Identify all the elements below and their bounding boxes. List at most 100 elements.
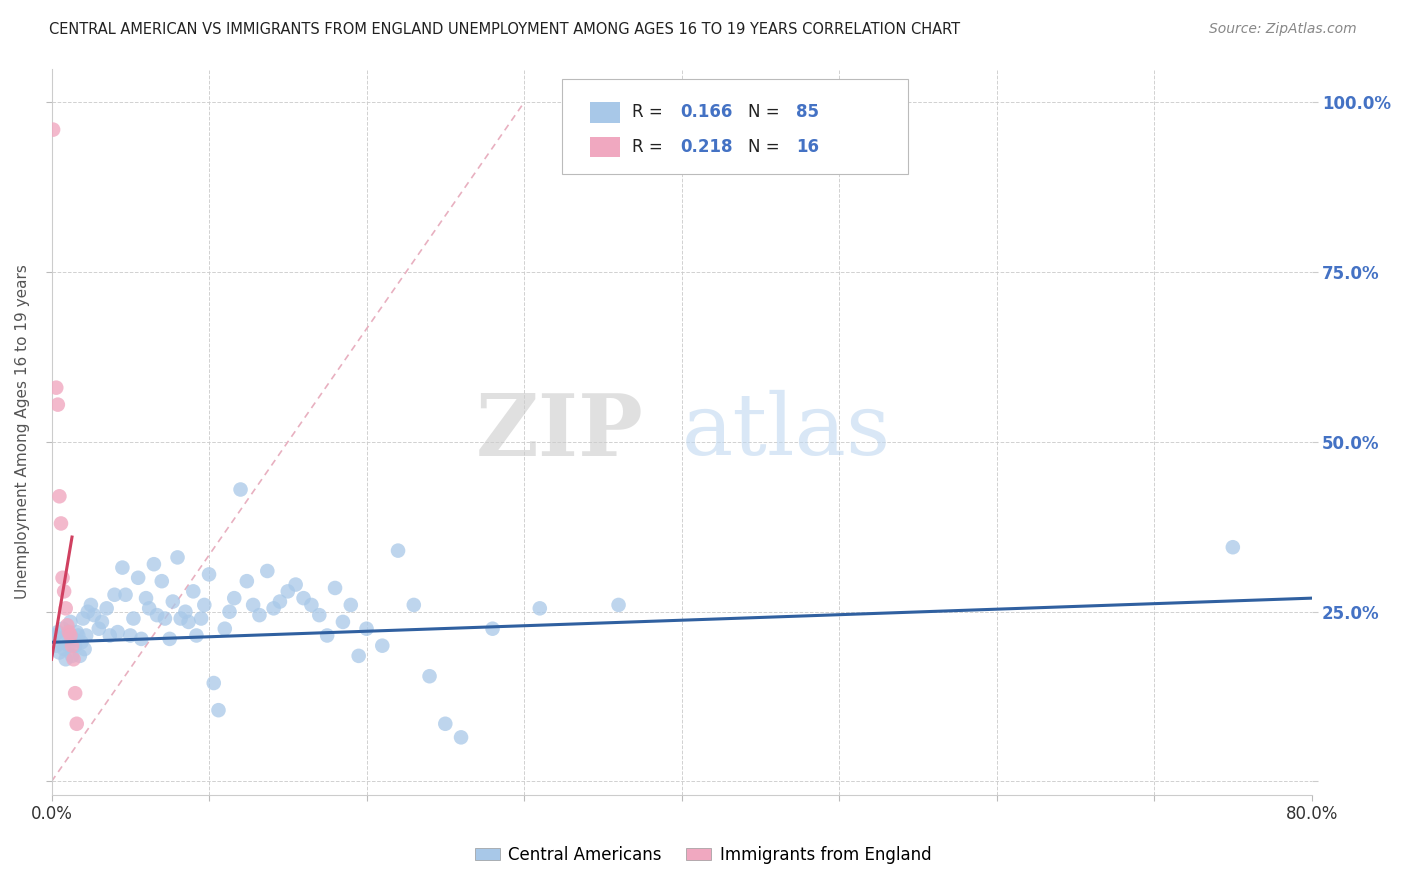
Point	[419, 669, 441, 683]
Point	[308, 608, 330, 623]
Point	[347, 648, 370, 663]
Text: 0.166: 0.166	[681, 103, 733, 121]
Point	[46, 625, 69, 640]
Point	[229, 483, 252, 497]
Point	[73, 642, 96, 657]
Point	[292, 591, 315, 606]
Point	[198, 567, 221, 582]
Point	[434, 716, 457, 731]
Point	[60, 639, 83, 653]
Point	[299, 598, 322, 612]
Point	[56, 618, 79, 632]
Point	[316, 628, 339, 642]
Point	[207, 703, 229, 717]
Point	[218, 605, 240, 619]
Point	[87, 622, 110, 636]
Point	[63, 686, 86, 700]
Point	[529, 601, 551, 615]
Point	[70, 635, 93, 649]
Point	[249, 608, 271, 623]
Point	[55, 601, 77, 615]
Point	[481, 622, 503, 636]
Point	[72, 611, 94, 625]
Point	[120, 628, 142, 642]
Text: R =: R =	[633, 138, 668, 156]
Point	[42, 122, 65, 136]
Point	[46, 398, 69, 412]
Text: R =: R =	[633, 103, 668, 121]
Text: Source: ZipAtlas.com: Source: ZipAtlas.com	[1209, 22, 1357, 37]
Text: ZIP: ZIP	[477, 390, 644, 474]
Point	[62, 652, 84, 666]
Point	[202, 676, 225, 690]
Point	[98, 628, 121, 642]
FancyBboxPatch shape	[589, 136, 620, 157]
Point	[127, 571, 149, 585]
Point	[75, 628, 97, 642]
Point	[45, 381, 67, 395]
Text: 16: 16	[796, 138, 820, 156]
Text: atlas: atlas	[682, 390, 890, 474]
Point	[48, 645, 70, 659]
Point	[48, 489, 70, 503]
Point	[45, 639, 67, 653]
Point	[181, 584, 204, 599]
Point	[339, 598, 361, 612]
Point	[174, 605, 197, 619]
Point	[76, 605, 98, 619]
Point	[607, 598, 630, 612]
Point	[277, 584, 299, 599]
Text: 85: 85	[796, 103, 820, 121]
Point	[67, 628, 90, 642]
Point	[284, 577, 307, 591]
Point	[263, 601, 285, 615]
Point	[90, 615, 112, 629]
Point	[58, 639, 80, 653]
Point	[122, 611, 145, 625]
Point	[60, 648, 83, 663]
Point	[80, 598, 103, 612]
Point	[53, 642, 76, 657]
Point	[332, 615, 354, 629]
Point	[402, 598, 425, 612]
Point	[190, 611, 212, 625]
Point	[224, 591, 246, 606]
Point	[69, 648, 91, 663]
Point	[66, 716, 89, 731]
Text: 0.218: 0.218	[681, 138, 733, 156]
Point	[83, 608, 105, 623]
Point	[269, 594, 291, 608]
Point	[107, 625, 129, 640]
Point	[44, 628, 66, 642]
Point	[186, 628, 208, 642]
Point	[103, 588, 125, 602]
Point	[58, 625, 80, 640]
Point	[59, 628, 82, 642]
Point	[387, 543, 409, 558]
Point	[153, 611, 176, 625]
Point	[166, 550, 188, 565]
Point	[96, 601, 118, 615]
Point	[135, 591, 157, 606]
Point	[51, 622, 73, 636]
Point	[59, 615, 82, 629]
Point	[242, 598, 264, 612]
Point	[51, 571, 73, 585]
Point	[256, 564, 278, 578]
Legend: Central Americans, Immigrants from England: Central Americans, Immigrants from Engla…	[468, 839, 938, 871]
Point	[131, 632, 153, 646]
Text: N =: N =	[748, 138, 785, 156]
Point	[193, 598, 215, 612]
FancyBboxPatch shape	[589, 103, 620, 122]
Point	[53, 584, 76, 599]
Y-axis label: Unemployment Among Ages 16 to 19 years: Unemployment Among Ages 16 to 19 years	[15, 264, 30, 599]
Point	[236, 574, 259, 589]
Point	[56, 628, 79, 642]
Point	[371, 639, 394, 653]
Point	[62, 632, 84, 646]
Point	[177, 615, 200, 629]
Text: CENTRAL AMERICAN VS IMMIGRANTS FROM ENGLAND UNEMPLOYMENT AMONG AGES 16 TO 19 YEA: CENTRAL AMERICAN VS IMMIGRANTS FROM ENGL…	[49, 22, 960, 37]
Point	[49, 516, 72, 531]
Point	[55, 652, 77, 666]
Point	[111, 560, 134, 574]
